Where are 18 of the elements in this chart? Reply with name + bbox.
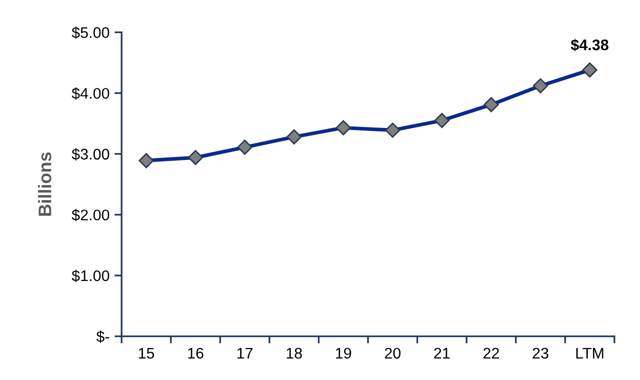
data-label: $4.38 bbox=[570, 38, 608, 52]
y-tick-label: $2.00 bbox=[72, 208, 110, 222]
y-tick-label: $1.00 bbox=[72, 270, 110, 282]
y-tick-label: $- bbox=[96, 330, 110, 343]
y-tick-label: $4.00 bbox=[72, 87, 110, 100]
x-tick-label: 19 bbox=[336, 348, 352, 359]
y-axis-title: Billions bbox=[38, 152, 52, 216]
x-tick-label: 21 bbox=[434, 348, 450, 358]
x-tick-label: 17 bbox=[237, 348, 253, 358]
x-tick-label: LTM bbox=[576, 348, 604, 358]
x-tick-label: 16 bbox=[188, 348, 204, 359]
y-tick-label: $3.00 bbox=[72, 148, 110, 160]
x-tick-label: 15 bbox=[138, 348, 154, 359]
x-tick-label: 23 bbox=[532, 348, 548, 359]
x-tick-label: 22 bbox=[483, 348, 499, 358]
x-tick-label: 18 bbox=[286, 348, 302, 359]
y-tick-label: $5.00 bbox=[72, 26, 110, 39]
x-tick-label: 20 bbox=[384, 348, 401, 359]
